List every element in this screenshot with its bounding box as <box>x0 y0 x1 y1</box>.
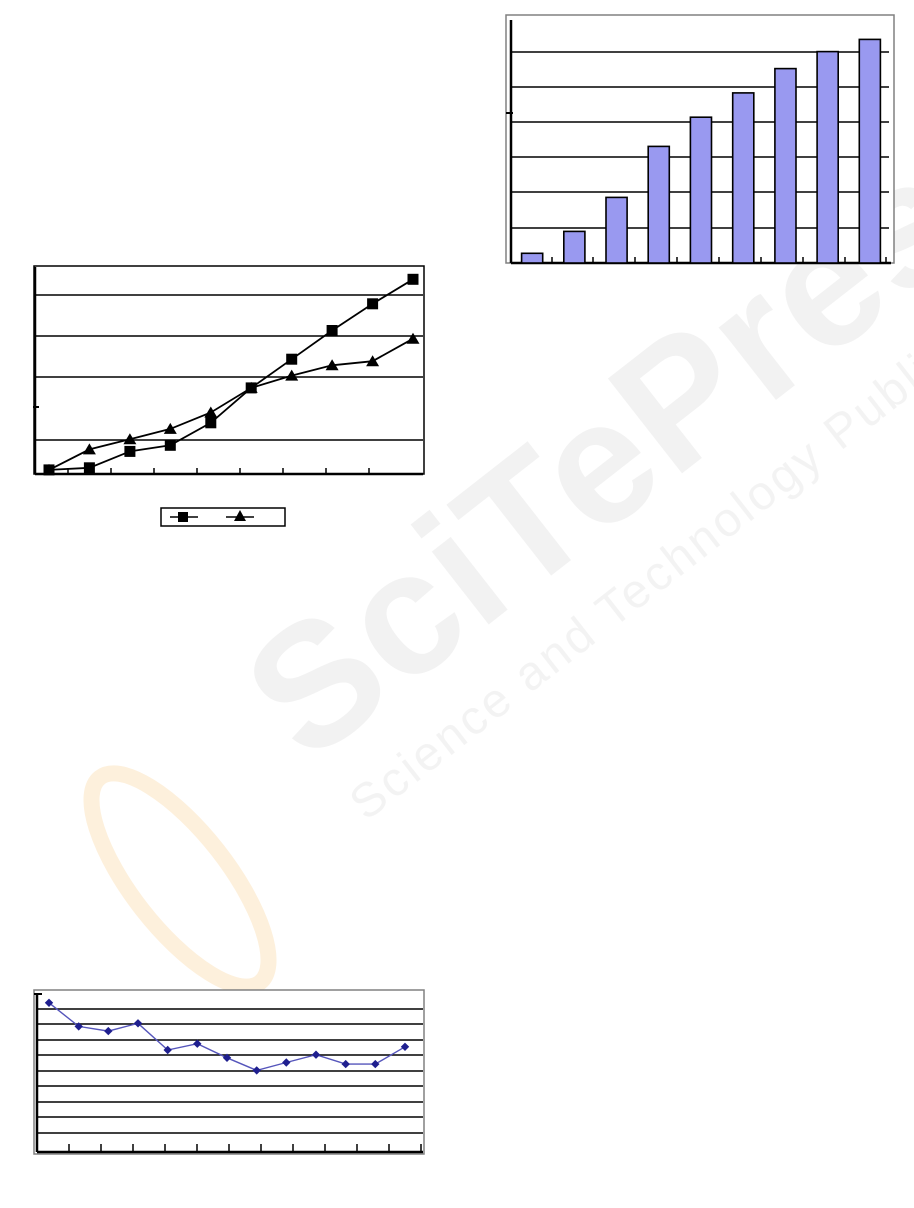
line-path-triangle <box>48 337 414 471</box>
line-chart-gridlines <box>35 294 423 441</box>
line-path-square <box>48 278 414 471</box>
legend-square-marker <box>178 512 188 522</box>
diamond-marker <box>371 1059 380 1069</box>
square-marker <box>367 298 379 310</box>
bar <box>689 116 713 264</box>
bar <box>562 230 586 264</box>
legend-entry-squares <box>170 512 198 522</box>
bar <box>520 252 544 264</box>
triangle-marker <box>123 433 137 445</box>
bar <box>647 145 671 264</box>
bar <box>731 92 755 264</box>
square-marker <box>83 462 95 474</box>
triangle-marker <box>366 355 380 367</box>
line-chart-svg <box>33 265 425 476</box>
legend-entry-triangles <box>226 510 254 521</box>
triangle-marker <box>325 359 339 371</box>
scatter-line-chart-svg <box>33 989 425 1155</box>
square-marker <box>164 439 176 451</box>
diamond-marker <box>341 1059 350 1069</box>
bar-chart-svg <box>505 14 895 265</box>
triangle-marker <box>163 422 177 434</box>
bar-chart-x-ticks <box>551 257 887 263</box>
diamond-marker <box>163 1045 172 1055</box>
bar <box>858 38 882 264</box>
square-marker <box>124 445 136 457</box>
bar <box>816 50 840 264</box>
triangle-marker <box>285 369 299 381</box>
line-chart-figure <box>33 265 425 482</box>
line-chart-legend <box>160 507 286 527</box>
diamond-marker <box>252 1066 261 1075</box>
diamond-marker <box>282 1058 291 1067</box>
square-marker <box>326 325 338 336</box>
scatter-chart-gridlines <box>37 1008 423 1134</box>
legend-triangle-marker <box>234 510 246 521</box>
line-chart-frame <box>33 265 425 475</box>
square-marker <box>407 273 419 285</box>
bar-chart-bars <box>520 38 882 264</box>
triangle-marker <box>204 406 218 418</box>
watermark-accent-shape <box>83 765 277 995</box>
scatter-chart-x-ticks <box>68 1144 422 1152</box>
legend-svg <box>160 507 286 527</box>
scatter-chart-frame <box>33 989 425 1155</box>
square-marker <box>205 417 217 429</box>
scatter-line-chart-figure <box>33 989 425 1156</box>
square-marker <box>286 353 298 365</box>
line-chart-x-ticks <box>67 468 370 474</box>
legend-frame <box>160 507 286 527</box>
triangle-marker <box>406 332 420 344</box>
triangle-marker <box>42 463 56 475</box>
watermark-subtitle: Science and Technology Publications <box>340 237 914 831</box>
bar <box>774 67 797 264</box>
bar <box>605 196 628 264</box>
triangle-marker <box>244 381 258 393</box>
bar-chart-figure <box>505 14 895 272</box>
line-chart-series <box>42 273 420 476</box>
triangle-marker <box>82 443 96 455</box>
